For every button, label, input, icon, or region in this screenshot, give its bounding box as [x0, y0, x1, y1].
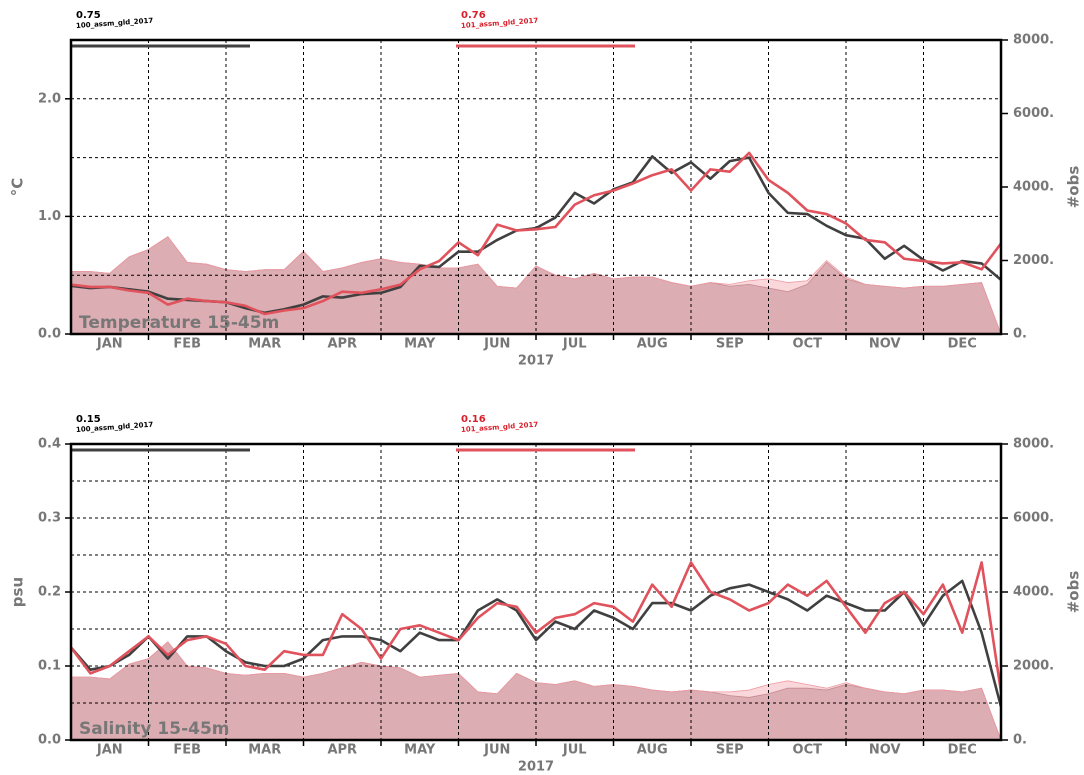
- legend-score: 0.15: [76, 414, 101, 425]
- y2-tick-label: 0.: [1013, 327, 1027, 342]
- y-tick-label: 0.4: [38, 437, 61, 452]
- y2-tick-label: 6000.: [1013, 106, 1054, 121]
- x-tick-label: SEP: [716, 337, 744, 352]
- x-tick-label: AUG: [637, 743, 668, 758]
- x-tick-label: JUN: [483, 743, 510, 758]
- y-tick-label: 0.0: [38, 327, 61, 342]
- y-tick-label: 0.0: [38, 733, 61, 748]
- y-tick-label: 0.2: [38, 585, 61, 600]
- x-tick-label: DEC: [948, 743, 977, 758]
- y2-tick-label: 6000.: [1013, 511, 1054, 526]
- x-tick-label: MAR: [248, 337, 281, 352]
- y2-axis-label: #obs: [1065, 166, 1083, 209]
- x-tick-label: SEP: [716, 743, 744, 758]
- x-tick-label: OCT: [793, 337, 823, 352]
- x-tick-label: JUL: [562, 743, 587, 758]
- x-tick-label: MAR: [248, 743, 281, 758]
- series-line: [70, 579, 1003, 708]
- y-axis-label: psu: [9, 577, 27, 607]
- y-tick-label: 0.3: [38, 511, 61, 526]
- series-line: [70, 151, 1003, 316]
- x-tick-label: OCT: [793, 743, 823, 758]
- x-tick-label: JUL: [562, 337, 587, 352]
- x-tick-label: FEB: [173, 337, 201, 352]
- x-tick-label: NOV: [869, 337, 901, 352]
- y2-tick-label: 8000.: [1013, 33, 1054, 48]
- x-tick-label: APR: [327, 743, 357, 758]
- y-tick-label: 1.0: [38, 209, 61, 224]
- x-tick-label: MAY: [404, 337, 436, 352]
- y2-axis-label: #obs: [1065, 571, 1083, 614]
- x-axis-label: 2017: [518, 760, 554, 775]
- y-tick-label: 0.1: [38, 659, 61, 674]
- y2-tick-label: 8000.: [1013, 437, 1054, 452]
- x-tick-label: MAY: [404, 743, 436, 758]
- obs-area: [70, 236, 1002, 335]
- y-tick-label: 2.0: [38, 91, 61, 106]
- x-tick-label: APR: [327, 337, 357, 352]
- y2-tick-label: 2000.: [1013, 659, 1054, 674]
- x-axis-label: 2017: [518, 354, 554, 369]
- x-tick-label: DEC: [948, 337, 977, 352]
- x-tick-label: AUG: [637, 337, 668, 352]
- y2-tick-label: 4000.: [1013, 585, 1054, 600]
- series-line: [69, 561, 1003, 693]
- x-tick-label: NOV: [869, 743, 901, 758]
- y2-tick-label: 2000.: [1013, 253, 1054, 268]
- y2-tick-label: 0.: [1013, 733, 1027, 748]
- x-tick-label: JAN: [96, 743, 123, 758]
- legend-score: 0.16: [461, 414, 486, 425]
- x-tick-label: JAN: [96, 337, 123, 352]
- x-tick-label: JUN: [483, 337, 510, 352]
- y-axis-label: °C: [9, 178, 27, 197]
- legend-score: 0.75: [76, 10, 101, 21]
- legend-score: 0.76: [461, 10, 486, 21]
- panel-label: Salinity 15-45m: [79, 719, 230, 739]
- panel-label: Temperature 15-45m: [79, 313, 279, 333]
- y2-tick-label: 4000.: [1013, 180, 1054, 195]
- x-tick-label: FEB: [173, 743, 201, 758]
